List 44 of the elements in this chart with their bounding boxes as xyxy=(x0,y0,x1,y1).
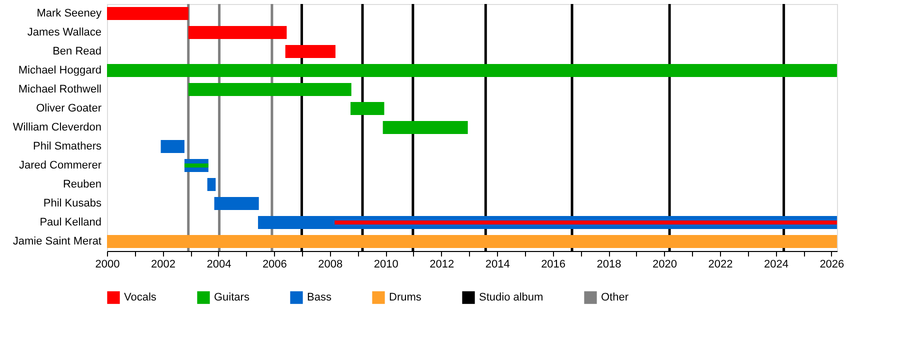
bar xyxy=(382,121,468,134)
y-tick-label: Reuben xyxy=(62,178,102,190)
x-tick-label: 2012 xyxy=(430,258,454,270)
x-tick-label: 2006 xyxy=(262,258,287,270)
x-tick-label: 2018 xyxy=(596,258,622,270)
bar xyxy=(107,7,188,20)
x-tick-label: 2010 xyxy=(374,258,398,270)
y-tick-label: Phil Smathers xyxy=(33,140,102,152)
y-tick-label: Jared Commerer xyxy=(18,160,102,172)
x-tick-label: 2020 xyxy=(652,258,677,270)
y-tick-label: Mark Seeney xyxy=(36,8,102,20)
x-tick-label: 2008 xyxy=(318,258,343,270)
x-tick-label: 2014 xyxy=(485,258,510,270)
legend-label: Studio album xyxy=(479,292,544,304)
y-tick-label: William Cleverdon xyxy=(12,122,102,134)
legend-label: Bass xyxy=(307,292,332,304)
legend-label: Vocals xyxy=(124,292,157,304)
y-tick-label: Jamie Saint Merat xyxy=(12,236,102,248)
x-tick-label: 2024 xyxy=(764,258,788,270)
y-tick-label: Michael Hoggard xyxy=(18,64,102,76)
x-tick-label: 2002 xyxy=(150,258,176,270)
bar xyxy=(207,178,216,191)
y-tick-label: Michael Rothwell xyxy=(18,84,102,96)
bar xyxy=(160,140,184,153)
legend-label: Drums xyxy=(389,292,422,304)
x-tick-label: 2026 xyxy=(820,258,844,270)
y-tick-label: Phil Kusabs xyxy=(43,198,102,210)
bar xyxy=(350,102,384,115)
bar xyxy=(188,26,287,39)
bar xyxy=(285,45,336,58)
y-tick-label: Ben Read xyxy=(52,46,102,58)
legend-label: Guitars xyxy=(214,292,250,304)
x-tick-label: 2022 xyxy=(708,258,733,270)
legend-label: Other xyxy=(601,292,629,304)
y-tick-label: James Wallace xyxy=(27,26,102,38)
bar xyxy=(188,83,352,96)
x-tick-label: 2000 xyxy=(95,258,120,270)
bar xyxy=(107,235,837,248)
bar xyxy=(107,64,837,77)
x-tick-label: 2004 xyxy=(206,258,232,270)
x-tick-label: 2016 xyxy=(541,258,566,270)
y-tick-label: Oliver Goater xyxy=(36,102,102,114)
y-tick-label: Paul Kelland xyxy=(40,216,102,228)
bar xyxy=(214,197,259,210)
